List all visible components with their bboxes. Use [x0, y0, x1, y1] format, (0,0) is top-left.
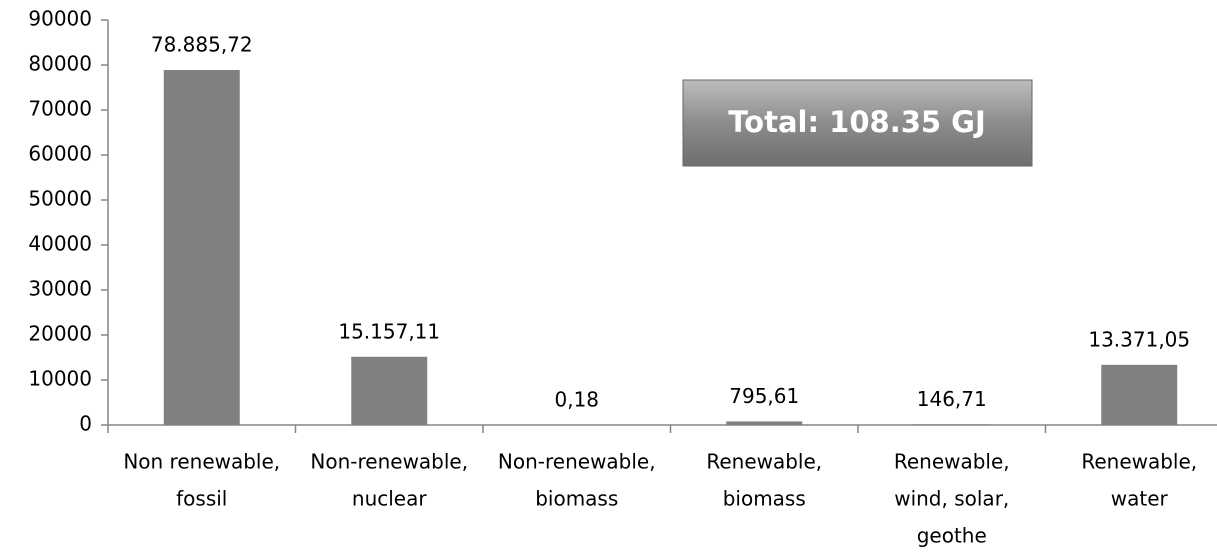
value-label: 146,71	[917, 387, 987, 411]
y-tick-label: 40000	[28, 232, 92, 256]
value-label: 15.157,11	[338, 319, 440, 343]
x-tick-label: biomass	[535, 487, 618, 511]
x-tick-label: water	[1111, 487, 1169, 511]
x-tick-label: Non-renewable,	[310, 450, 468, 474]
x-tick-label: biomass	[723, 487, 806, 511]
y-tick-label: 70000	[28, 97, 92, 121]
x-tick-label: wind, solar,	[894, 487, 1009, 511]
y-tick-label: 30000	[28, 277, 92, 301]
y-tick-label: 80000	[28, 52, 92, 76]
value-label: 0,18	[554, 387, 599, 411]
annotation-box	[682, 79, 1033, 167]
y-tick-label: 0	[79, 412, 92, 436]
bar	[913, 424, 990, 425]
x-tick-label: fossil	[176, 487, 227, 511]
y-tick-label: 60000	[28, 142, 92, 166]
bar	[163, 70, 240, 426]
bar	[351, 356, 428, 425]
x-tick-label: Non-renewable,	[498, 450, 656, 474]
x-tick-label: Renewable,	[706, 450, 822, 474]
y-tick-label: 90000	[28, 7, 92, 31]
bar	[726, 421, 803, 425]
x-tick-label: nuclear	[352, 487, 427, 511]
x-tick-label: Renewable,	[894, 450, 1010, 474]
y-tick-label: 10000	[28, 367, 92, 391]
x-tick-label: Renewable,	[1081, 450, 1197, 474]
x-tick-label: Non renewable,	[123, 450, 280, 474]
annotation: Total: 108.35 GJ	[728, 105, 986, 139]
y-tick-label: 20000	[28, 322, 92, 346]
y-tick-label: 50000	[28, 187, 92, 211]
value-label: 13.371,05	[1088, 327, 1190, 351]
value-label: 78.885,72	[151, 33, 253, 57]
bar	[1101, 364, 1178, 425]
value-label: 795,61	[729, 384, 799, 408]
x-tick-label: geothe	[917, 524, 987, 548]
